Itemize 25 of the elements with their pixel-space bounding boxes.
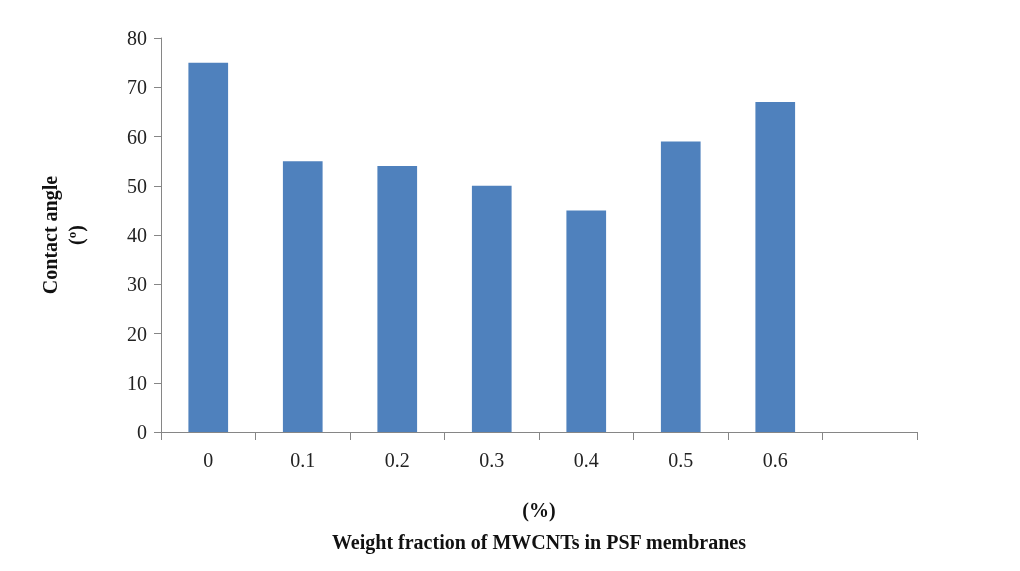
x-tick-label: 0.3 bbox=[479, 449, 505, 471]
x-tick-label: 0.2 bbox=[384, 449, 410, 471]
x-tick-label: 0.4 bbox=[573, 449, 599, 471]
y-tick-label: 80 bbox=[127, 27, 147, 49]
bar bbox=[188, 62, 229, 432]
y-tick-label: 50 bbox=[127, 174, 147, 197]
bar bbox=[566, 210, 607, 432]
x-axis-title: (%) Weight fraction of MWCNTs in PSF membranes bbox=[331, 499, 747, 554]
x-tick-label: 0 bbox=[203, 449, 214, 471]
x-tick-label: 0.1 bbox=[290, 449, 316, 471]
y-tick-label: 70 bbox=[127, 76, 147, 99]
bar bbox=[471, 185, 512, 432]
y-tick-label: 20 bbox=[127, 322, 147, 345]
y-tick-label: 60 bbox=[127, 125, 147, 148]
y-tick-label: 40 bbox=[127, 224, 147, 246]
y-tick-label: 10 bbox=[127, 371, 147, 394]
bar bbox=[660, 141, 701, 432]
bar bbox=[377, 166, 418, 432]
x-tick-label: 0.5 bbox=[668, 449, 694, 471]
y-axis-title: Contact angle (º) bbox=[39, 175, 88, 295]
bar bbox=[282, 161, 323, 432]
y-tick-label: 0 bbox=[137, 421, 147, 443]
bar bbox=[755, 102, 796, 432]
y-tick-label: 30 bbox=[127, 273, 147, 296]
x-tick-label: 0.6 bbox=[762, 449, 788, 471]
